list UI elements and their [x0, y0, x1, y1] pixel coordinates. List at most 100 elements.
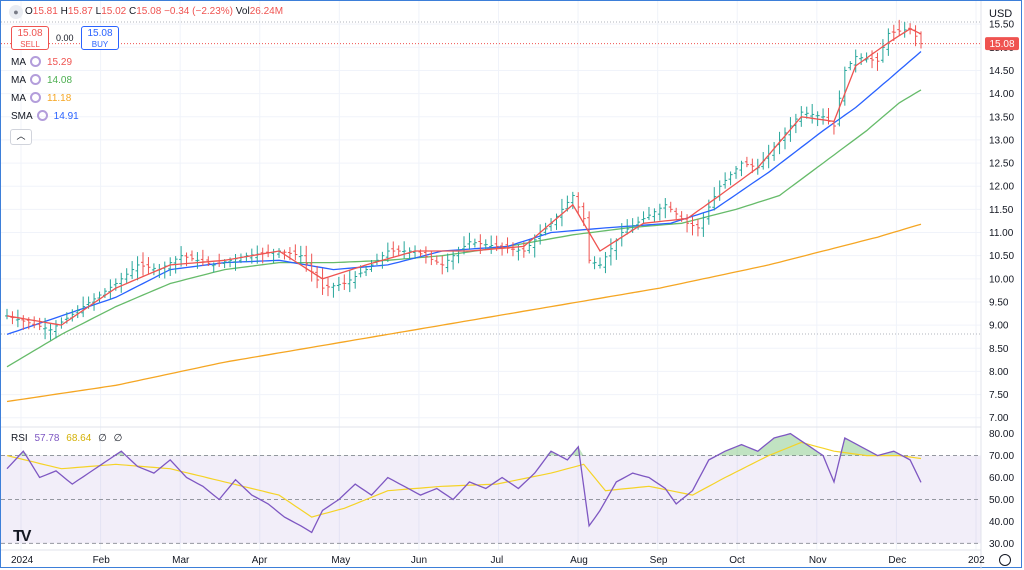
gear-icon[interactable] [30, 92, 41, 103]
ohlc-bar [646, 206, 651, 221]
price-tick-label: 15.50 [989, 20, 1014, 31]
buy-price: 15.08 [87, 28, 113, 39]
month-tick-label: Nov [809, 555, 827, 566]
ohlc-bar [15, 309, 20, 328]
ohlc-bar [668, 201, 673, 213]
ohlc-bar [723, 172, 728, 189]
sell-price: 15.08 [17, 28, 43, 39]
ohlc-bar [59, 317, 64, 329]
ohlc-bar [396, 245, 401, 257]
sell-button[interactable]: 15.08 SELL [11, 26, 49, 50]
ohlc-bar [81, 296, 86, 318]
rsi-tick-label: 40.00 [989, 517, 1014, 528]
ma-red-line[interactable] [6, 28, 922, 326]
price-tick-label: 9.50 [989, 297, 1009, 308]
symbol-menu-icon[interactable]: ● [9, 5, 23, 19]
ohlc-bar [298, 245, 303, 265]
price-tick-label: 8.00 [989, 367, 1009, 378]
indicator-row-sma-blue[interactable]: SMA 14.91 [11, 110, 79, 124]
price-tick-label: 13.50 [989, 112, 1014, 123]
close-label: C [129, 6, 137, 17]
settings-icon[interactable] [999, 554, 1011, 566]
volume-value: 26.24M [249, 6, 284, 17]
rsi-tick-label: 80.00 [989, 429, 1014, 440]
ohlc-bar [598, 257, 603, 269]
rsi-overbought-fill [7, 433, 921, 456]
ohlc-bar [162, 261, 167, 279]
gear-icon[interactable] [30, 74, 41, 85]
ohlc-bar [347, 270, 352, 293]
ohlc-bars[interactable] [5, 19, 923, 341]
ohlc-bar [472, 238, 477, 248]
ohlc-bar [124, 268, 129, 284]
indicator-row-ma-orange[interactable]: MA 11.18 [11, 92, 71, 106]
rsi-extra-2: ∅ [114, 433, 123, 444]
tradingview-logo: TV [13, 528, 32, 545]
ohlc-bar [445, 253, 450, 273]
month-tick-label: Aug [570, 555, 588, 566]
ohlc-bar [179, 246, 184, 267]
ohlc-bar [500, 242, 505, 256]
chevron-up-icon[interactable]: ︿ [10, 129, 32, 145]
ohlc-bar [821, 108, 826, 125]
buy-button[interactable]: 15.08 BUY [81, 26, 119, 50]
rsi-axis-ticks[interactable]: 30.00 40.00 50.00 60.00 70.00 80.00 [989, 429, 1014, 550]
last-price-label: 15.08 [989, 39, 1014, 50]
price-tick-label: 9.00 [989, 321, 1009, 332]
ma-orange-line[interactable] [6, 223, 922, 403]
ohlc-bar [538, 224, 543, 245]
ohlc-bar [5, 308, 9, 320]
ohlc-bar [576, 192, 581, 214]
price-tick-label: 12.50 [989, 159, 1014, 170]
ohlc-bar [151, 263, 156, 276]
indicator-row-ma-green[interactable]: MA 14.08 [11, 74, 72, 88]
ohlc-bar [804, 106, 809, 119]
ohlc-bar [135, 256, 140, 281]
month-tick-label: Dec [888, 555, 906, 566]
ohlc-bar [554, 213, 559, 230]
ohlc-bar [413, 245, 418, 259]
ohlc-bar [772, 142, 777, 161]
ohlc-bar [559, 198, 564, 227]
price-axis-ticks[interactable]: 7.00 7.50 8.00 8.50 9.00 9.50 10.00 10.50 11.00 1… [989, 20, 1014, 425]
rsi-line[interactable] [6, 432, 922, 534]
ohlc-bar [663, 198, 668, 219]
ohlc-bar [451, 251, 456, 270]
ohlc-bar [92, 293, 97, 311]
gear-icon[interactable] [36, 110, 48, 121]
ohlc-bar [10, 311, 15, 325]
ohlc-bar [913, 25, 918, 47]
ohlc-bar [53, 320, 58, 339]
rsi-legend[interactable]: RSI 57.78 68.64 ∅ ∅ [11, 433, 122, 444]
ohlc-bar [43, 317, 48, 340]
ohlc-bar [353, 271, 358, 289]
indicator-row-ma-red[interactable]: MA 15.29 [11, 56, 72, 70]
indicator-label: MA [11, 57, 26, 68]
rsi-band-lines [1, 455, 981, 544]
ohlc-bar [440, 255, 445, 275]
ohlc-bar [739, 160, 744, 177]
ohlc-bar [364, 265, 369, 277]
ohlc-bar [701, 213, 706, 237]
month-tick-label: Mar [172, 555, 190, 566]
time-axis-ticks[interactable]: 2024 Feb Mar Apr May Jun Jul Aug Sep Oct Nov Dec 202 [11, 555, 985, 566]
ohlc-bar [304, 245, 309, 272]
currency-label[interactable]: USD [989, 8, 1013, 20]
volume-label: Vol [235, 6, 250, 17]
ohlc-bar [853, 49, 858, 73]
price-tick-label: 14.50 [989, 66, 1014, 77]
month-tick-label: Sep [650, 555, 668, 566]
ohlc-bar [434, 255, 439, 265]
rsi-extra-1: ∅ [98, 433, 107, 444]
indicator-label: MA [11, 93, 26, 104]
price-tick-label: 11.50 [989, 205, 1014, 216]
indicator-value: 15.29 [47, 57, 73, 68]
month-tick-label: Jul [491, 555, 504, 566]
gear-icon[interactable] [30, 56, 41, 67]
ohlc-bar [891, 24, 896, 41]
ohlc-bar [521, 242, 526, 258]
ohlc-bar [402, 241, 407, 259]
indicator-label: SMA [11, 111, 33, 122]
